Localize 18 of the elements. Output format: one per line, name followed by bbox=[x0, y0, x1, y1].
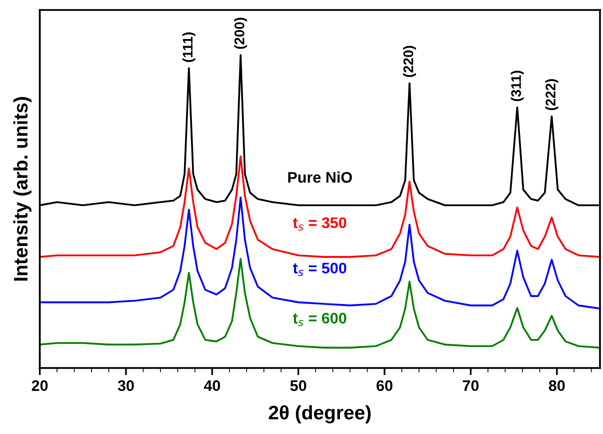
x-tick-label: 80 bbox=[548, 380, 565, 392]
series-label: Pure NiO bbox=[288, 172, 352, 183]
x-tick-label: 50 bbox=[290, 380, 306, 392]
series-label: t$_{s}$ = 350 bbox=[292, 217, 346, 231]
annotation: (311) bbox=[510, 70, 524, 102]
x-tick-label: 20 bbox=[32, 380, 48, 392]
y-axis-title: Intensity (arb. units) bbox=[13, 97, 32, 281]
series-label: t$_{s}$ = 500 bbox=[292, 262, 346, 276]
x-axis-title: 2θ (degree) bbox=[268, 405, 371, 424]
x-tick-label: 40 bbox=[204, 380, 220, 392]
annotation: (222) bbox=[545, 79, 558, 110]
x-tick-label: 30 bbox=[118, 380, 134, 392]
annotation: (220) bbox=[403, 46, 416, 77]
series-label: t$_{s}$ = 600 bbox=[292, 312, 346, 326]
annotation: (111) bbox=[182, 32, 196, 62]
x-tick-label: 60 bbox=[376, 380, 392, 392]
x-tick-label: 70 bbox=[462, 380, 479, 392]
annotation: (200) bbox=[234, 18, 248, 49]
